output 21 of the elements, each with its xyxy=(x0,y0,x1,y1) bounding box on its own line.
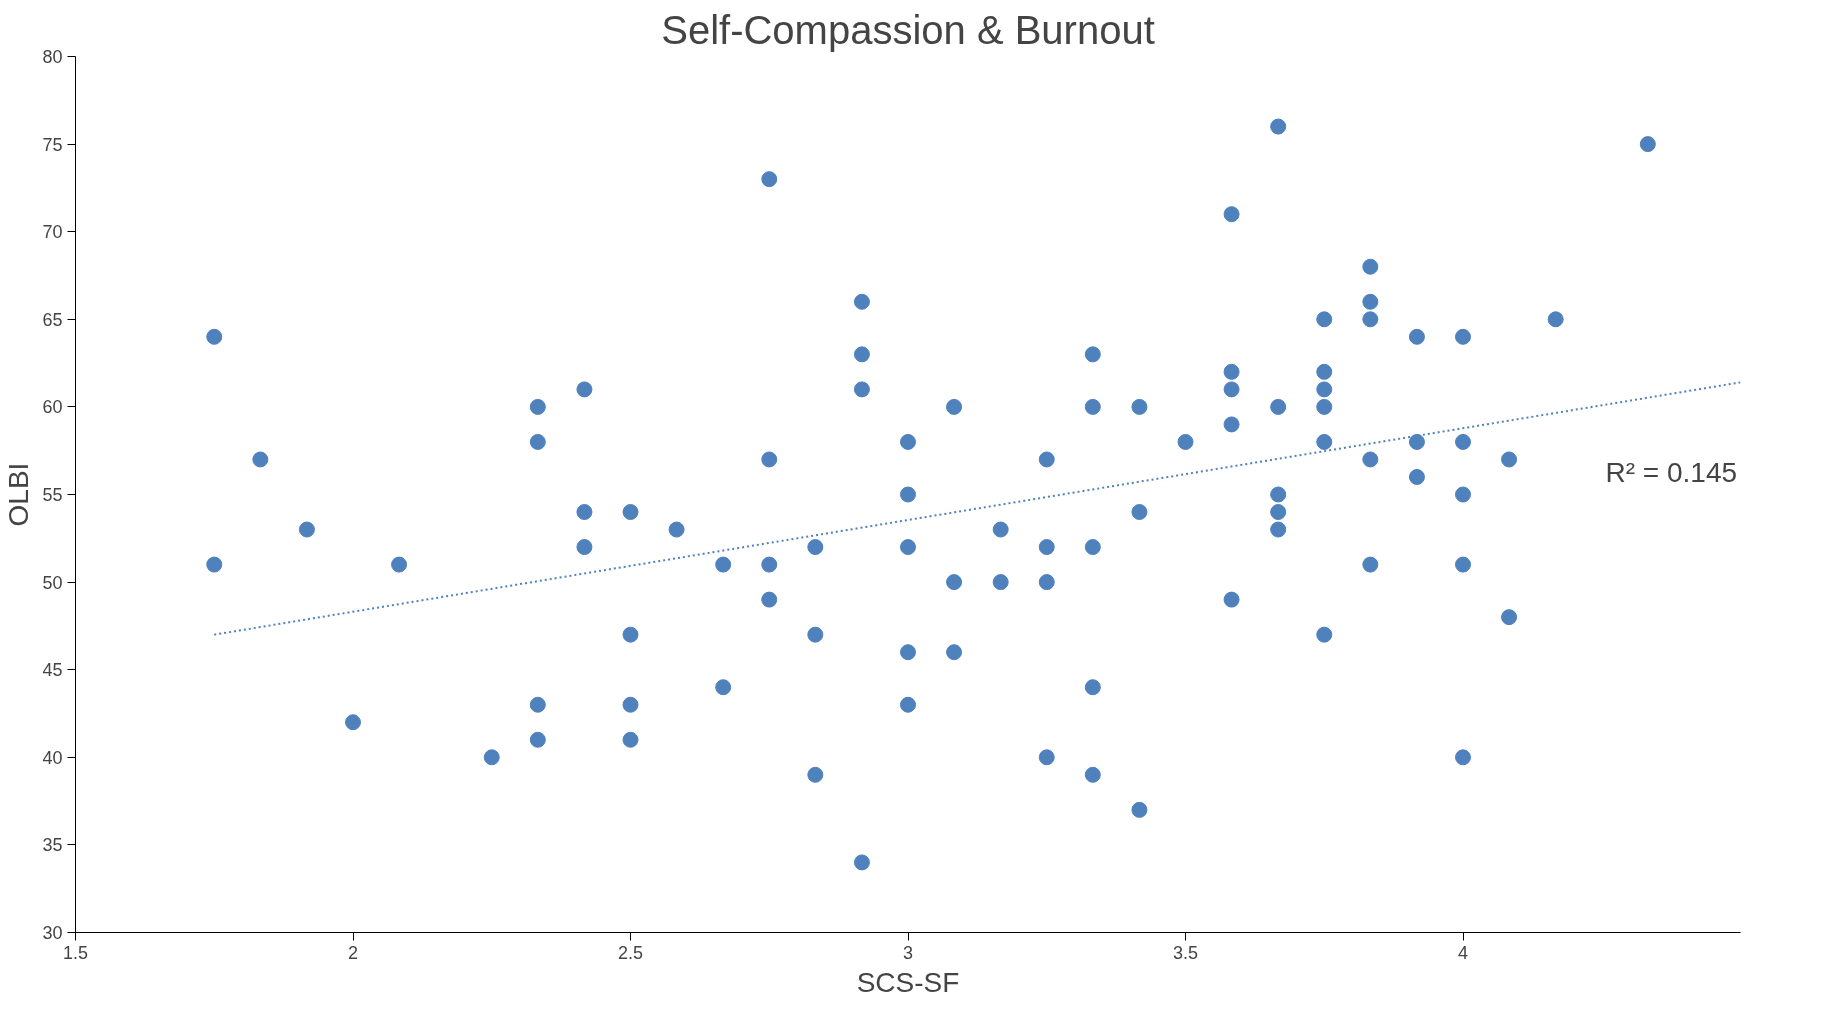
y-tick-label: 65 xyxy=(42,309,63,330)
y-tick-label: 50 xyxy=(42,572,63,593)
x-tick-label: 2.5 xyxy=(617,942,644,963)
x-tick-label: 3.5 xyxy=(1172,942,1199,963)
y-tick-label: 75 xyxy=(42,134,63,155)
x-tick-label: 1.5 xyxy=(62,942,89,963)
y-tick-label: 40 xyxy=(42,747,63,768)
y-tick-label: 80 xyxy=(42,47,63,67)
y-tick-label: 30 xyxy=(42,923,63,943)
y-tick-label: 55 xyxy=(42,485,63,505)
x-tick-label: 4 xyxy=(1457,942,1469,963)
y-tick-label: 45 xyxy=(42,660,63,681)
annotation: R² = 0.145 xyxy=(1605,457,1738,488)
y-tick-label: 35 xyxy=(42,835,63,856)
x-tick-label: 3 xyxy=(902,942,914,963)
x-tick-label: 2 xyxy=(347,942,359,963)
y-axis-title: OLBI xyxy=(3,462,35,527)
y-tick-label: 60 xyxy=(42,397,63,418)
y-tick-label: 70 xyxy=(42,222,63,243)
x-axis-title: SCS-SF xyxy=(856,966,960,998)
chart-title: Self-Compassion & Burnout xyxy=(661,7,1155,52)
